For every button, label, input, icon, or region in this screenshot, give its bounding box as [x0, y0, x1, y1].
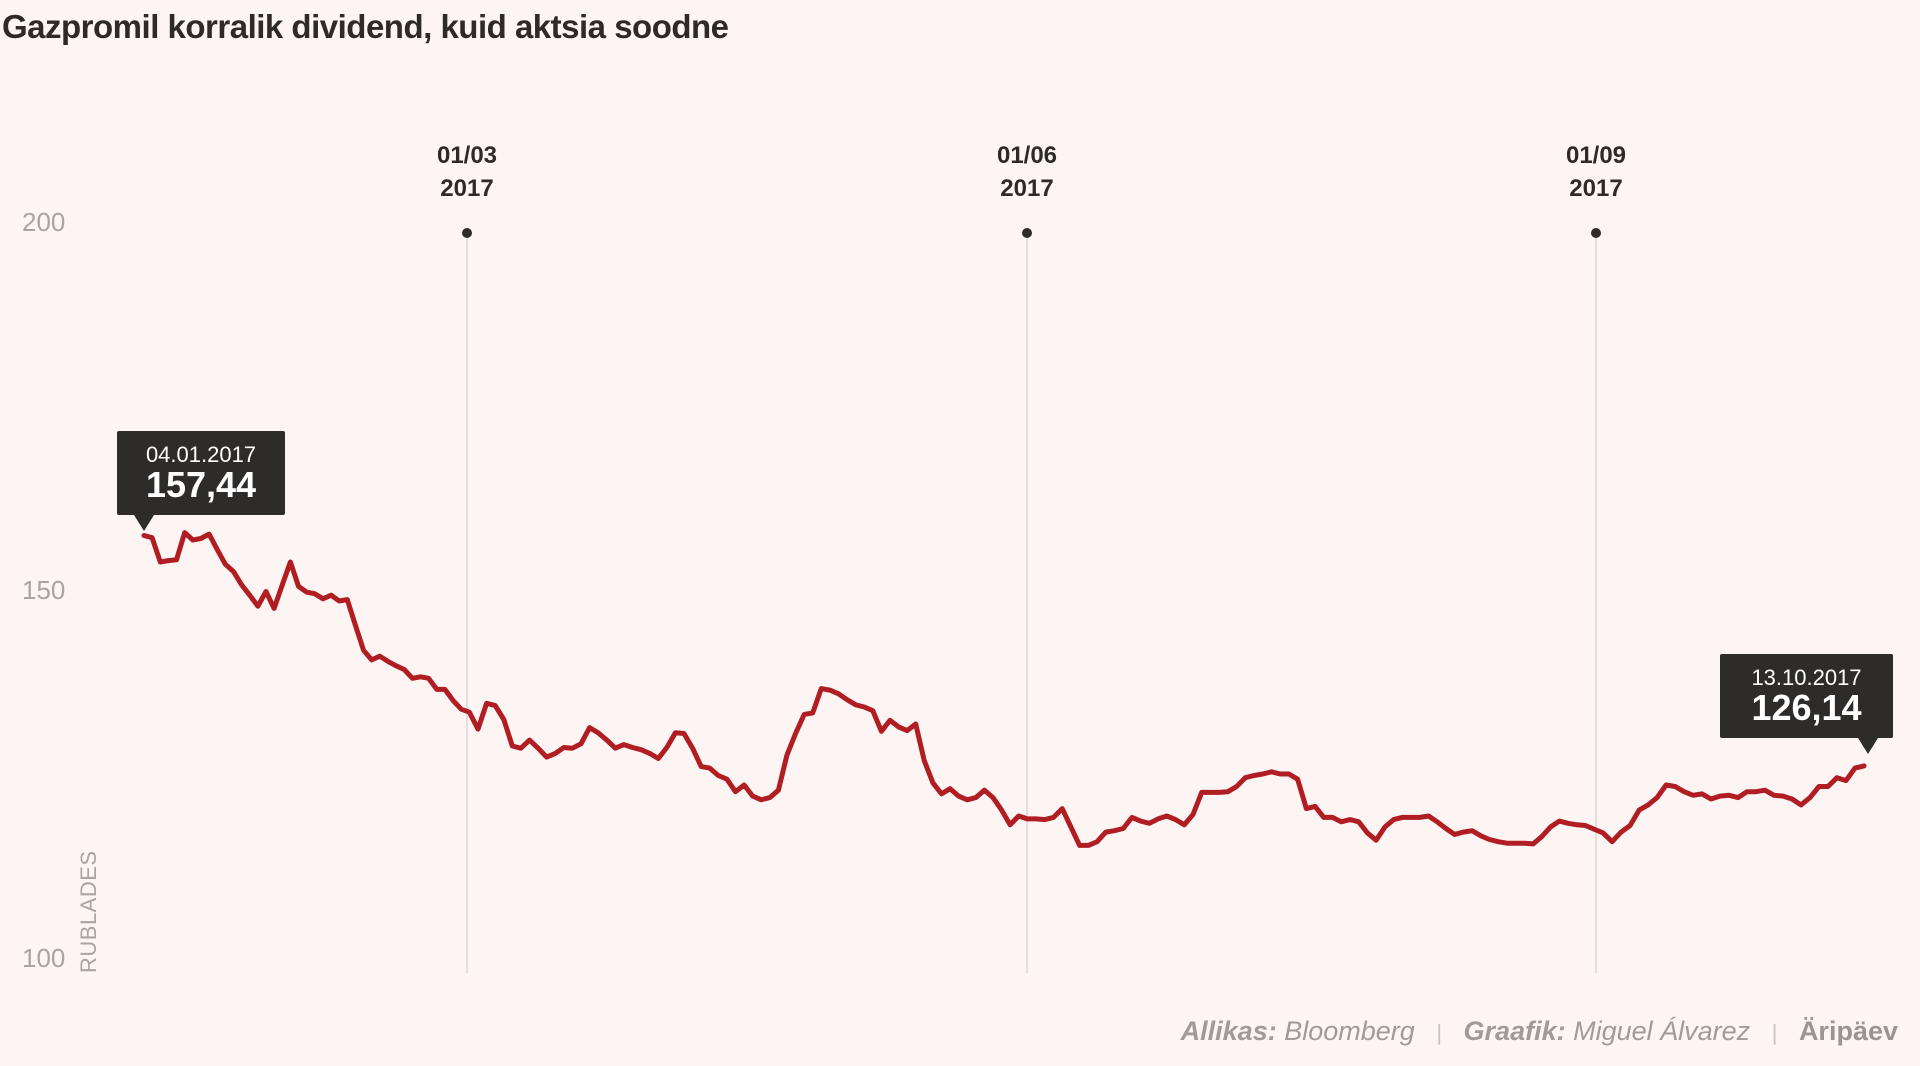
- x-tick-dot: [462, 228, 472, 238]
- x-tick-label-date: 01/06: [997, 142, 1057, 169]
- footer-separator: |: [1436, 1020, 1443, 1045]
- tooltip-start-date: 04.01.2017: [145, 442, 257, 467]
- x-tick-dot: [1591, 228, 1601, 238]
- y-tick-label: 200: [22, 207, 65, 237]
- y-tick-label: 150: [22, 575, 65, 605]
- tooltip-end-value: 126,14: [1751, 687, 1862, 728]
- footer-credits: Allikas: Bloomberg | Graafik: Miguel Álv…: [1181, 1016, 1898, 1047]
- brand-logo: Äripäev: [1798, 1016, 1898, 1046]
- tooltip-start: 04.01.2017 157,44: [117, 431, 285, 531]
- tooltip-start-value: 157,44: [145, 464, 257, 505]
- x-axis: 01/03 2017 01/06 2017 01/09 2017: [437, 142, 1626, 973]
- x-tick-label-date: 01/09: [1566, 142, 1626, 169]
- footer-separator: |: [1771, 1020, 1778, 1045]
- x-tick-label-year: 2017: [1569, 175, 1622, 202]
- x-tick-label-date: 01/03: [437, 142, 497, 169]
- x-tick-label-year: 2017: [1000, 175, 1053, 202]
- x-tick-dot: [1022, 228, 1032, 238]
- x-tick-label-year: 2017: [440, 175, 493, 202]
- source-label: Allikas:: [1180, 1016, 1277, 1046]
- source-value: Bloomberg: [1284, 1016, 1415, 1046]
- series-line-gazprom: [141, 530, 1867, 848]
- y-axis-label: RUBLADES: [76, 850, 101, 973]
- tooltip-end: 13.10.2017 126,14: [1720, 654, 1893, 754]
- author-value: Miguel Álvarez: [1573, 1016, 1751, 1046]
- chart-title: Gazpromil korralik dividend, kuid aktsia…: [2, 8, 729, 45]
- y-tick-label: 100: [22, 943, 65, 973]
- tooltip-end-date: 13.10.2017: [1751, 665, 1862, 690]
- y-axis: 100 150 200: [22, 207, 65, 973]
- author-label: Graafik:: [1463, 1016, 1566, 1046]
